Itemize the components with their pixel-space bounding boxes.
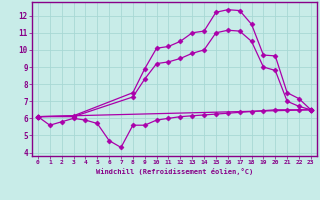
X-axis label: Windchill (Refroidissement éolien,°C): Windchill (Refroidissement éolien,°C) bbox=[96, 168, 253, 175]
